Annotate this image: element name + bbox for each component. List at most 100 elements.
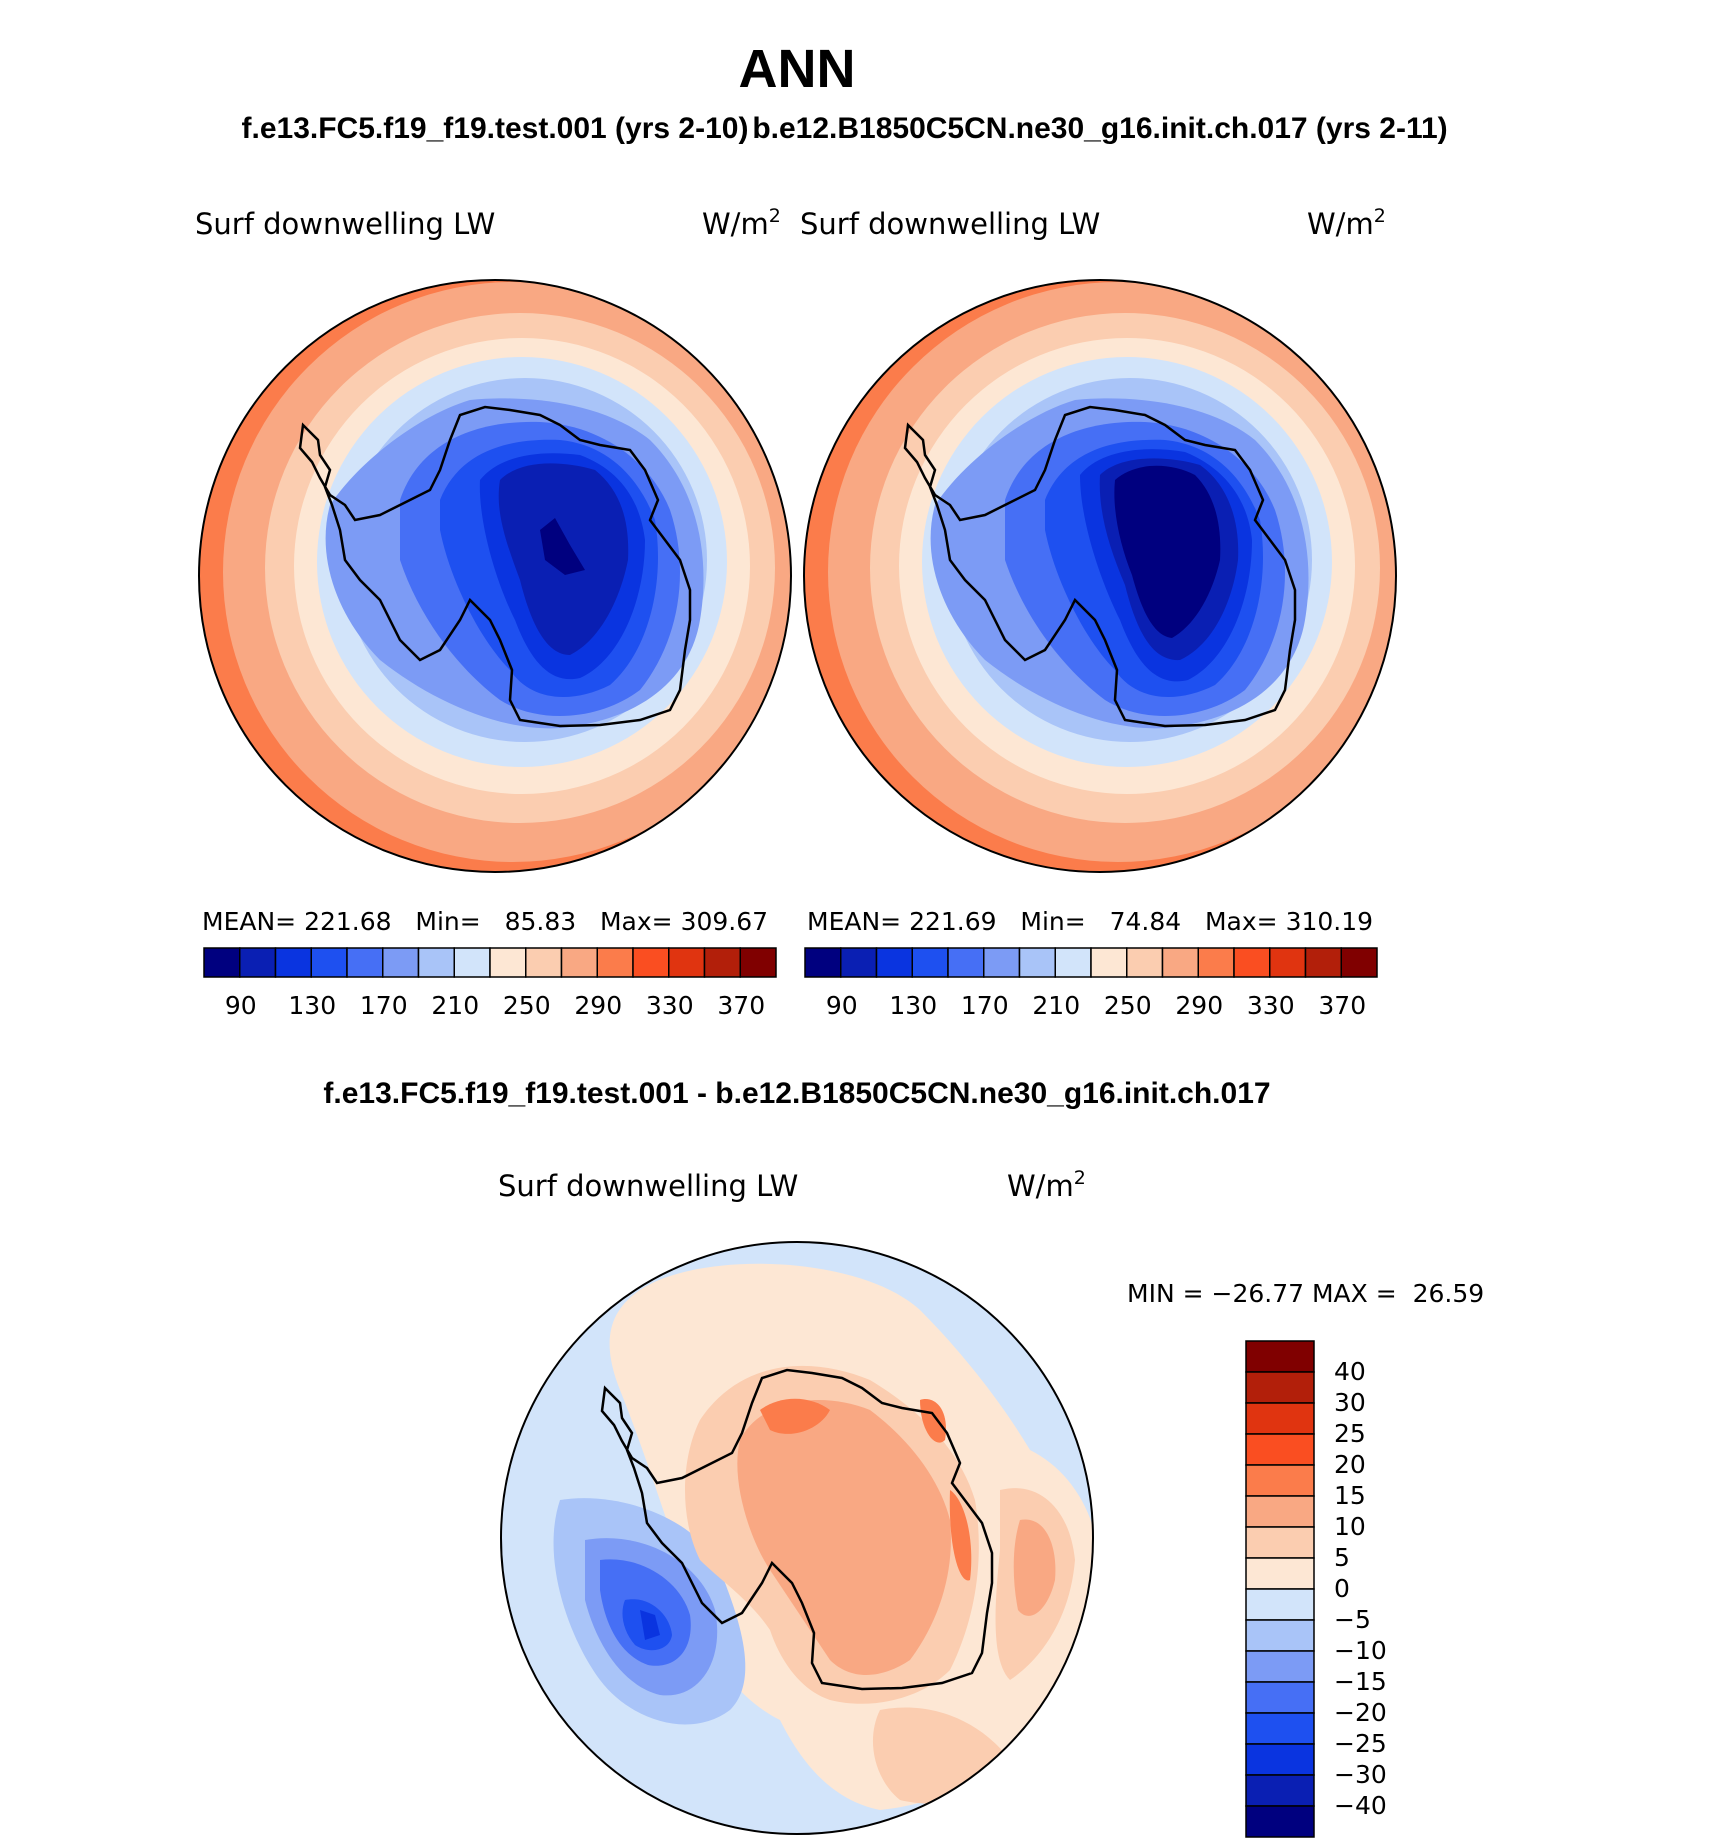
left-colorbar-label: 330	[646, 991, 694, 1020]
difference-colorbar-label: −25	[1334, 1729, 1387, 1758]
left-colorbar-labels: 90 130 170 210 250 290 330 370	[225, 991, 765, 1020]
difference-colorbar-label: 20	[1334, 1450, 1366, 1479]
right-colorbar-box	[1126, 947, 1164, 978]
difference-colorbar-label: 5	[1334, 1543, 1350, 1572]
difference-colorbar-label: −40	[1334, 1791, 1387, 1820]
left-colorbar-box	[560, 947, 598, 978]
right-panel: Surf downwelling LW W/m2 MEAN= 221.69 Mi…	[800, 205, 1397, 1020]
right-colorbar-box	[840, 947, 878, 978]
left-colorbar-box	[703, 947, 741, 978]
difference-colorbar-label: 25	[1334, 1419, 1366, 1448]
difference-colorbar-label: −5	[1334, 1605, 1371, 1634]
right-colorbar	[804, 947, 1378, 978]
right-colorbar-box	[1197, 947, 1235, 978]
left-case-title: f.e13.FC5.f19_f19.test.001 (yrs 2-10)	[242, 112, 749, 145]
difference-colorbar-box	[1245, 1464, 1315, 1497]
left-colorbar-box	[382, 947, 420, 978]
right-colorbar-label: 130	[889, 991, 937, 1020]
right-stats: MEAN= 221.69 Min= 74.84 Max= 310.19	[807, 907, 1373, 936]
right-colorbar-label: 290	[1175, 991, 1223, 1020]
difference-colorbar-box	[1245, 1433, 1315, 1466]
difference-title: f.e13.FC5.f19_f19.test.001 - b.e12.B1850…	[323, 1077, 1270, 1110]
left-stats: MEAN= 221.68 Min= 85.83 Max= 309.67	[202, 907, 768, 936]
right-map	[804, 280, 1396, 872]
right-case-title: b.e12.B1850C5CN.ne30_g16.init.ch.017 (yr…	[752, 112, 1447, 145]
difference-colorbar-box	[1245, 1774, 1315, 1807]
left-colorbar-label: 210	[431, 991, 479, 1020]
right-colorbar-box	[804, 947, 842, 978]
right-colorbar-box	[1269, 947, 1307, 978]
left-colorbar-box	[310, 947, 348, 978]
difference-colorbar-box	[1245, 1340, 1315, 1373]
right-colorbar-box	[1304, 947, 1342, 978]
difference-colorbar-box	[1245, 1650, 1315, 1683]
difference-units-label: W/m2	[1007, 1167, 1086, 1203]
right-colorbar-box	[1090, 947, 1128, 978]
right-colorbar-label: 90	[826, 991, 858, 1020]
left-map-border	[198, 279, 792, 873]
right-coastline	[903, 405, 1297, 728]
difference-colorbar-label: 40	[1334, 1357, 1366, 1386]
right-colorbar-label: 370	[1318, 991, 1366, 1020]
left-colorbar-label: 250	[503, 991, 551, 1020]
difference-colorbar-label: −20	[1334, 1698, 1387, 1727]
main-title: ANN	[739, 39, 856, 99]
left-colorbar-label: 370	[717, 991, 765, 1020]
left-colorbar-box	[739, 947, 777, 978]
right-colorbar-label: 210	[1032, 991, 1080, 1020]
right-colorbar-box	[1018, 947, 1056, 978]
difference-colorbar-box	[1245, 1619, 1315, 1652]
difference-colorbar-label: 10	[1334, 1512, 1366, 1541]
right-colorbar-box	[1233, 947, 1271, 978]
left-colorbar-box	[668, 947, 706, 978]
right-colorbar-box	[983, 947, 1021, 978]
difference-panel: f.e13.FC5.f19_f19.test.001 - b.e12.B1850…	[323, 1077, 1484, 1838]
difference-colorbar-box	[1245, 1681, 1315, 1714]
left-colorbar	[203, 947, 777, 978]
right-map-border	[803, 279, 1397, 873]
left-units-label: W/m2	[702, 205, 781, 241]
difference-variable-label: Surf downwelling LW	[498, 1169, 798, 1203]
difference-colorbar-label: 0	[1334, 1574, 1350, 1603]
difference-colorbar-box	[1245, 1588, 1315, 1621]
difference-colorbar-label: −30	[1334, 1760, 1387, 1789]
right-colorbar-label: 330	[1247, 991, 1295, 1020]
left-colorbar-box	[489, 947, 527, 978]
difference-colorbar-label: 15	[1334, 1481, 1366, 1510]
difference-colorbar-label: −10	[1334, 1636, 1387, 1665]
left-colorbar-label: 290	[574, 991, 622, 1020]
left-panel: Surf downwelling LW W/m2 MEAN= 221.68 Mi…	[195, 205, 792, 1020]
difference-colorbar-label: 30	[1334, 1388, 1366, 1417]
difference-colorbar-box	[1245, 1495, 1315, 1528]
left-variable-label: Surf downwelling LW	[195, 207, 495, 241]
right-colorbar-box	[947, 947, 985, 978]
right-colorbar-labels: 90 130 170 210 250 290 330 370	[826, 991, 1366, 1020]
left-colorbar-label: 90	[225, 991, 257, 1020]
left-colorbar-box	[239, 947, 277, 978]
difference-map	[501, 1242, 1093, 1834]
difference-colorbar-box	[1245, 1557, 1315, 1590]
left-colorbar-label: 170	[360, 991, 408, 1020]
right-colorbar-box	[875, 947, 913, 978]
left-coastline	[298, 405, 692, 728]
right-units-label: W/m2	[1307, 205, 1386, 241]
right-colorbar-box	[1054, 947, 1092, 978]
right-colorbar-label: 250	[1104, 991, 1152, 1020]
difference-colorbar-box	[1245, 1371, 1315, 1404]
left-colorbar-box	[203, 947, 241, 978]
difference-coastline	[600, 1368, 994, 1691]
difference-colorbar-box	[1245, 1526, 1315, 1559]
difference-colorbar-box	[1245, 1743, 1315, 1776]
left-map	[199, 280, 791, 872]
right-colorbar-box	[1340, 947, 1378, 978]
right-variable-label: Surf downwelling LW	[800, 207, 1100, 241]
left-colorbar-box	[632, 947, 670, 978]
difference-colorbar-box	[1245, 1402, 1315, 1435]
difference-minmax: MIN = −26.77 MAX = 26.59	[1127, 1279, 1484, 1308]
left-colorbar-box	[596, 947, 634, 978]
difference-map-border	[500, 1241, 1094, 1835]
left-colorbar-box	[417, 947, 455, 978]
difference-colorbar-label: −15	[1334, 1667, 1387, 1696]
left-colorbar-box	[346, 947, 384, 978]
